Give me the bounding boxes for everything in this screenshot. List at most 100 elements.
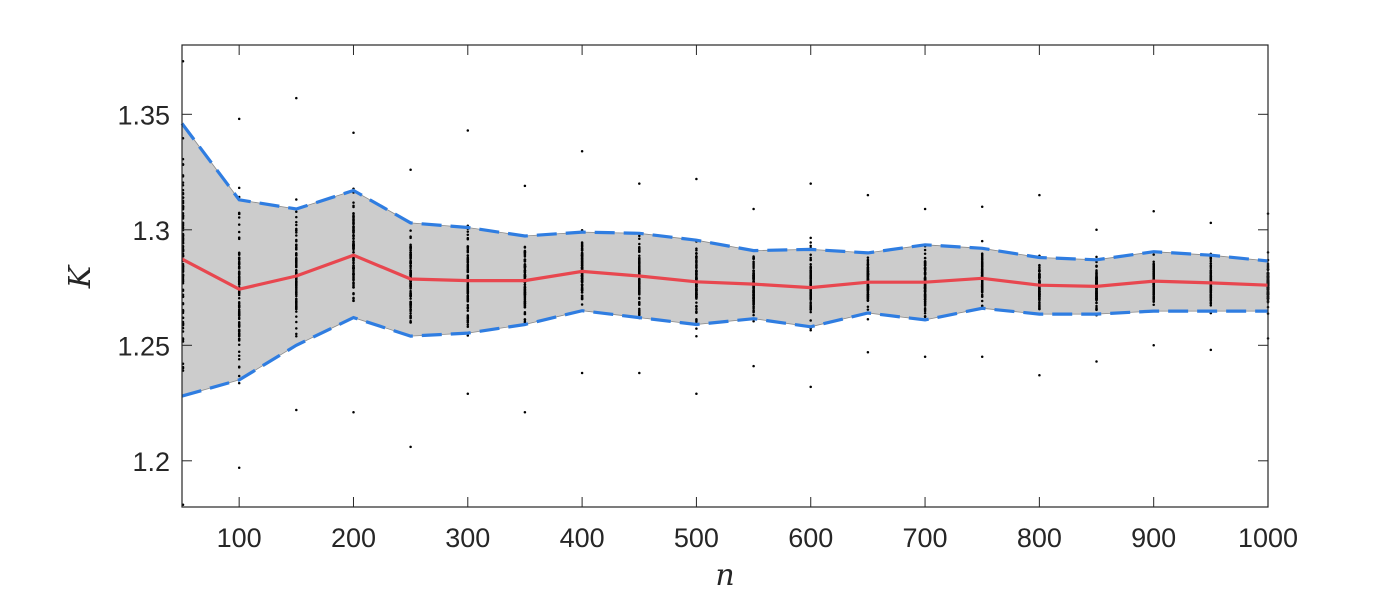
scatter-point [523, 260, 527, 263]
x-tick-label: 800 [1017, 523, 1062, 553]
scatter-point [352, 215, 355, 218]
scatter-point [866, 295, 870, 298]
scatter-point [409, 251, 412, 255]
scatter-point [523, 299, 527, 303]
x-tick-label: 300 [445, 523, 490, 553]
scatter-point [752, 290, 755, 294]
scatter-point [352, 222, 355, 226]
scatter-point [695, 327, 698, 330]
scatter-point [295, 279, 298, 283]
scatter-point [1095, 270, 1098, 273]
scatter-point [237, 117, 241, 121]
scatter-point [809, 182, 812, 185]
scatter-point [809, 269, 812, 273]
scatter-point [752, 263, 755, 267]
scatter-point [352, 237, 355, 240]
scatter-point [866, 258, 870, 262]
scatter-point [638, 293, 641, 296]
scatter-point [809, 329, 812, 332]
scatter-point [295, 302, 298, 306]
scatter-point [523, 303, 527, 307]
scatter-point [752, 260, 755, 263]
scatter-point [1209, 304, 1213, 307]
scatter-point [237, 186, 241, 190]
y-tick-label: 1.25 [117, 331, 170, 361]
scatter-point [923, 308, 927, 311]
scatter-point [1152, 298, 1155, 302]
lower-bound-line [181, 306, 1268, 398]
scatter-point [752, 256, 755, 260]
scatter-point [1152, 271, 1155, 274]
scatter-point [1095, 289, 1098, 292]
scatter-point [809, 267, 812, 270]
scatter-point [237, 302, 241, 306]
scatter-point [237, 212, 241, 216]
scatter-point [695, 247, 698, 250]
scatter-point [923, 269, 927, 272]
scatter-point [695, 392, 698, 396]
scatter-point [580, 283, 584, 286]
scatter-point [695, 277, 698, 281]
scatter-point [409, 274, 412, 277]
scatter-point [1152, 286, 1155, 289]
scatter-point [466, 284, 470, 288]
scatter-point [466, 334, 470, 337]
scatter-point [466, 129, 470, 132]
scatter-point [1038, 269, 1041, 272]
scatter-point [295, 247, 298, 251]
scatter-point [466, 230, 470, 233]
scatter-point [523, 310, 527, 314]
scatter-point [1095, 292, 1098, 295]
scatter-point [237, 276, 241, 279]
scatter-point [466, 309, 470, 313]
scatter-point [638, 242, 641, 246]
scatter-point [809, 319, 812, 322]
scatter-point [1209, 259, 1213, 263]
scatter-point [237, 466, 241, 469]
scatter-point [466, 268, 470, 271]
scatter-point [1209, 284, 1213, 287]
scatter-point [352, 285, 355, 289]
scatter-point [295, 307, 298, 311]
scatter-point [352, 240, 355, 244]
scatter-point [295, 327, 298, 330]
scatter-point [352, 131, 355, 135]
scatter-point [980, 205, 984, 208]
scatter-point [466, 306, 470, 309]
scatter-point [1152, 260, 1155, 264]
scatter-point [523, 271, 527, 274]
scatter-point [295, 408, 298, 412]
scatter-point [295, 215, 298, 219]
scatter-point [409, 254, 412, 257]
scatter-point [295, 238, 298, 242]
scatter-point [866, 308, 870, 311]
scatter-point [1095, 280, 1098, 283]
scatter-point [580, 248, 584, 252]
scatter-point [1152, 288, 1155, 292]
scatter-point [638, 246, 641, 250]
scatter-point [638, 257, 641, 260]
scatter-point [809, 291, 812, 294]
scatter-point [752, 207, 755, 211]
scatter-point [409, 269, 412, 273]
scatter-point [523, 305, 527, 309]
scatter-point [980, 299, 984, 303]
scatter-point [866, 305, 870, 308]
scatter-point [352, 273, 355, 276]
y-tick-label: 1.3 [132, 216, 170, 246]
scatter-point [466, 236, 470, 240]
scatter-point [580, 254, 584, 258]
scatter-point [466, 321, 470, 324]
scatter-point [295, 269, 298, 272]
scatter-point [295, 294, 298, 298]
scatter-point [1152, 268, 1155, 271]
scatter-point [409, 316, 412, 319]
scatter-point [580, 260, 584, 264]
scatter-point [638, 254, 641, 258]
scatter-point [295, 243, 298, 247]
scatter-point [1209, 291, 1213, 294]
scatter-point [866, 293, 870, 297]
scatter-point [237, 293, 241, 297]
scatter-point [237, 223, 241, 226]
scatter-point [295, 288, 298, 292]
